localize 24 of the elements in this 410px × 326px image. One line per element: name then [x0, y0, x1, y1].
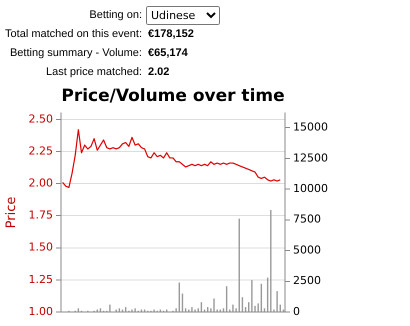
y2-tick-label: 12500 [293, 151, 328, 164]
chart-title: Price/Volume over time [60, 86, 286, 106]
y-tick-label: 2.00 [28, 176, 53, 190]
text: Last price matched: [46, 65, 142, 80]
y2-tick-label: 7500 [293, 212, 321, 226]
y-tick-label: 1.00 [28, 304, 53, 318]
y2-tick-label: 15000 [293, 120, 328, 134]
text: Betting summary - Volume: [10, 46, 142, 61]
text: Udinese [146, 6, 220, 25]
text: €178,152 [148, 27, 194, 42]
y-tick-label: 1.75 [28, 208, 53, 222]
y2-tick-label: 2500 [293, 274, 321, 288]
y-tick-label: 1.50 [28, 240, 53, 254]
text: Total matched on this event: [5, 27, 142, 42]
y-tick-label: 2.25 [28, 144, 53, 158]
y2-tick-label: 5000 [293, 243, 321, 256]
y-tick-label: 2.50 [28, 112, 53, 126]
text: €65,174 [148, 46, 188, 61]
y2-tick-label: 10000 [293, 182, 328, 196]
text: 2.02 [148, 65, 170, 80]
text: Betting on: [89, 8, 142, 23]
y-tick-label: 1.25 [28, 272, 53, 286]
y-axis-title: Price [4, 196, 20, 228]
y2-tick-label: 0 [293, 304, 300, 318]
